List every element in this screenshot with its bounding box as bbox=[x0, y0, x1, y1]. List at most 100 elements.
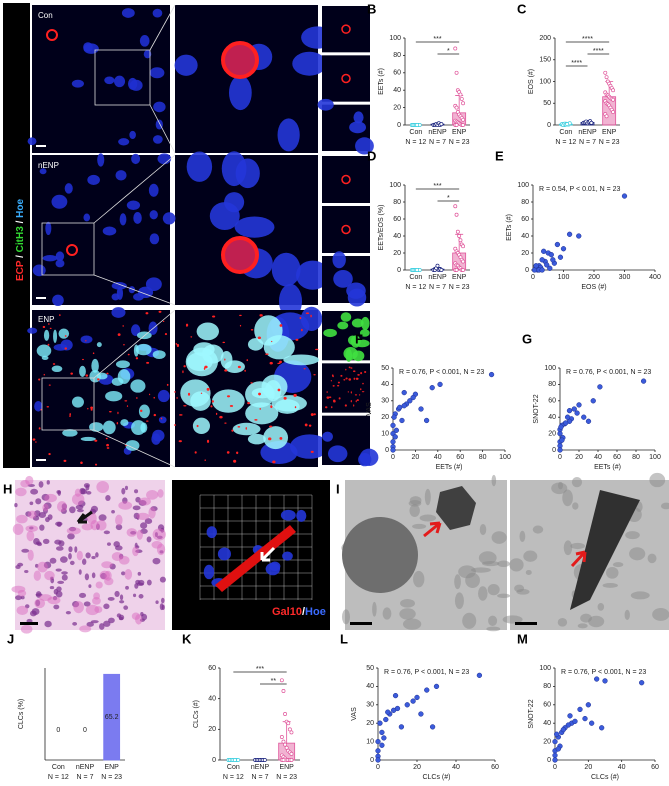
data-point bbox=[454, 105, 459, 110]
blob bbox=[355, 137, 374, 155]
data-point bbox=[435, 263, 440, 268]
blob bbox=[400, 599, 415, 608]
blob bbox=[136, 582, 144, 586]
blob bbox=[146, 536, 152, 543]
blob bbox=[372, 601, 377, 617]
data-point bbox=[461, 244, 466, 249]
blob bbox=[131, 153, 141, 165]
blob bbox=[228, 75, 252, 111]
blob bbox=[337, 321, 349, 330]
blob bbox=[158, 416, 167, 424]
blob bbox=[470, 567, 491, 573]
blob bbox=[106, 372, 109, 375]
blob bbox=[42, 538, 50, 545]
blob bbox=[136, 397, 138, 400]
blob bbox=[107, 596, 115, 601]
blob bbox=[68, 415, 71, 417]
blob bbox=[38, 378, 41, 381]
blob bbox=[382, 607, 392, 620]
data-point bbox=[611, 109, 616, 114]
x-tick-label: 100 bbox=[558, 274, 570, 281]
data-point bbox=[566, 407, 573, 414]
blob bbox=[486, 626, 501, 632]
blob bbox=[347, 391, 349, 393]
blob bbox=[118, 555, 130, 565]
scale-bar bbox=[36, 459, 46, 461]
zoom-line bbox=[93, 154, 176, 224]
x-tick-label: 0 bbox=[558, 454, 562, 461]
blob bbox=[71, 79, 84, 88]
blob bbox=[111, 377, 124, 386]
panel-label: K bbox=[182, 631, 192, 646]
blob bbox=[105, 494, 111, 502]
annotation: R = 0.76, P < 0.001, N = 23 bbox=[399, 369, 484, 376]
y-tick-label: 0 bbox=[552, 447, 556, 454]
blob bbox=[96, 372, 108, 380]
blob bbox=[153, 101, 166, 113]
data-point bbox=[418, 711, 424, 717]
cell bbox=[341, 24, 351, 34]
blob bbox=[17, 589, 27, 597]
blob bbox=[15, 487, 27, 497]
blob bbox=[497, 560, 510, 568]
blob bbox=[48, 384, 51, 386]
blob bbox=[166, 383, 169, 386]
data-point bbox=[560, 246, 567, 252]
blob bbox=[57, 490, 61, 496]
blob bbox=[345, 377, 348, 380]
blob bbox=[132, 593, 137, 598]
blob bbox=[299, 316, 302, 320]
data-point bbox=[458, 238, 463, 243]
blob bbox=[105, 437, 108, 440]
sig-label: **** bbox=[593, 48, 604, 55]
blob bbox=[246, 359, 249, 362]
blob bbox=[122, 325, 124, 327]
data-point bbox=[401, 389, 407, 396]
y-tick-label: 40 bbox=[208, 696, 216, 703]
blob bbox=[42, 255, 58, 262]
blob bbox=[303, 368, 306, 370]
blob bbox=[269, 425, 273, 428]
data-point bbox=[281, 739, 286, 744]
n-label: N = 7 bbox=[77, 774, 94, 781]
blob bbox=[481, 560, 500, 567]
blob bbox=[326, 391, 328, 393]
blob bbox=[83, 601, 91, 607]
blob bbox=[491, 531, 507, 544]
blob bbox=[38, 427, 41, 430]
scale-bar bbox=[350, 622, 372, 625]
data-point bbox=[455, 229, 460, 234]
y-tick-label: 40 bbox=[393, 233, 401, 240]
data-point bbox=[597, 384, 603, 390]
blob bbox=[104, 76, 115, 85]
blob bbox=[250, 382, 253, 384]
blob bbox=[491, 474, 497, 487]
y-tick-label: 0 bbox=[547, 122, 551, 129]
stain-sep: / bbox=[302, 606, 305, 618]
blob bbox=[45, 516, 50, 523]
y-tick-label: 40 bbox=[381, 381, 389, 388]
data-point bbox=[454, 268, 459, 272]
sig-label: *** bbox=[433, 183, 441, 190]
blob bbox=[532, 525, 544, 534]
blob bbox=[111, 293, 120, 301]
blob bbox=[138, 404, 150, 419]
blob bbox=[279, 360, 282, 364]
blob bbox=[502, 615, 523, 624]
blob bbox=[53, 329, 58, 343]
blob bbox=[34, 598, 46, 609]
blob bbox=[15, 595, 22, 601]
blob bbox=[79, 365, 86, 377]
blob bbox=[139, 497, 151, 506]
x-axis-label: EETs (#) bbox=[594, 464, 621, 471]
data-point bbox=[577, 706, 583, 713]
blob bbox=[69, 412, 71, 416]
sig-label: *** bbox=[256, 666, 264, 673]
blob bbox=[73, 601, 84, 614]
data-point bbox=[541, 248, 547, 254]
image bbox=[322, 206, 370, 253]
blob bbox=[454, 574, 461, 590]
blob bbox=[69, 506, 76, 514]
blob bbox=[29, 501, 34, 506]
blob bbox=[152, 8, 163, 18]
